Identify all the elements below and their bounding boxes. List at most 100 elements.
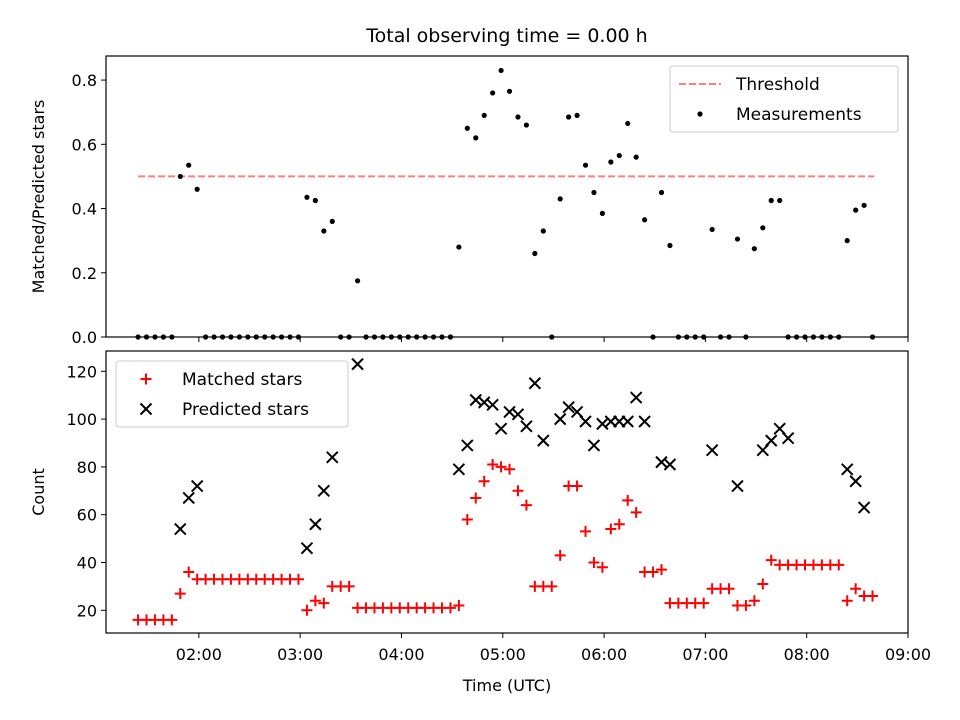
data-point xyxy=(321,228,327,234)
data-point xyxy=(621,415,634,428)
data-point xyxy=(262,334,268,340)
data-point xyxy=(182,491,195,505)
data-point xyxy=(312,197,318,204)
data-point xyxy=(160,334,167,340)
data-point xyxy=(850,583,862,595)
data-point xyxy=(553,412,567,426)
legend: Matched stars Predicted stars xyxy=(115,360,349,428)
data-point xyxy=(295,334,302,340)
data-point xyxy=(591,189,597,196)
data-point xyxy=(422,334,428,340)
data-point xyxy=(625,120,631,127)
x-tick-label: 04:00 xyxy=(378,645,424,664)
data-point xyxy=(194,186,200,192)
data-point xyxy=(582,162,589,168)
data-point xyxy=(571,480,583,492)
data-point xyxy=(478,475,490,487)
data-point xyxy=(203,334,209,340)
data-point xyxy=(537,434,550,447)
data-point xyxy=(490,90,496,96)
data-point xyxy=(301,604,313,616)
data-point xyxy=(630,506,642,518)
bottom-panel: 20 40 60 80 100 120 02:00 03:00 04:00 05:00 06:00 0… xyxy=(29,350,931,695)
axes-frame xyxy=(105,55,909,338)
series-predicted-stars xyxy=(174,357,871,555)
data-point xyxy=(152,334,158,340)
data-point xyxy=(608,159,614,165)
data-point xyxy=(309,518,322,531)
data-point xyxy=(740,600,752,612)
data-point xyxy=(650,334,656,340)
data-point xyxy=(439,334,445,340)
data-point xyxy=(836,334,842,340)
data-point xyxy=(228,334,234,340)
data-point xyxy=(613,518,625,530)
series-measurements xyxy=(135,67,876,340)
data-point xyxy=(781,432,795,445)
legend: Threshold Measurements xyxy=(669,65,899,133)
data-point xyxy=(757,578,769,590)
data-point xyxy=(309,595,321,607)
data-point xyxy=(388,334,394,340)
x-tick-label: 02:00 xyxy=(176,645,222,664)
data-point xyxy=(557,196,563,202)
legend-label: Threshold xyxy=(735,75,820,95)
data-point xyxy=(844,238,850,244)
x-tick-label: 03:00 xyxy=(277,645,323,664)
data-point xyxy=(629,391,643,404)
data-point xyxy=(174,588,186,600)
data-point xyxy=(658,189,665,196)
axes-frame xyxy=(105,350,909,634)
data-point xyxy=(270,334,276,340)
x-axis-label: Time (UTC) xyxy=(462,676,551,695)
data-point xyxy=(318,597,330,609)
y-tick-label: 20 xyxy=(77,601,97,620)
data-point xyxy=(793,334,800,340)
data-point xyxy=(354,278,361,284)
data-point xyxy=(452,463,466,476)
data-point xyxy=(236,334,242,340)
legend-box xyxy=(115,360,349,428)
y-tick-label: 0.8 xyxy=(72,71,97,90)
data-point xyxy=(464,125,470,131)
data-point xyxy=(515,114,521,120)
data-point xyxy=(317,484,331,498)
data-point xyxy=(512,485,524,497)
data-point xyxy=(473,135,479,141)
data-point xyxy=(579,415,592,428)
data-point xyxy=(461,513,473,525)
y-tick-label: 40 xyxy=(77,554,97,573)
x-tick-label: 08:00 xyxy=(784,645,830,664)
data-point xyxy=(481,112,487,119)
data-point xyxy=(684,334,690,340)
y-axis-label: Count xyxy=(29,468,48,516)
data-point xyxy=(494,422,508,435)
data-point xyxy=(596,561,608,573)
data-point xyxy=(174,522,187,536)
data-point xyxy=(135,334,141,340)
data-point xyxy=(765,554,777,566)
data-point xyxy=(726,334,732,340)
data-point xyxy=(667,242,673,249)
legend-handle xyxy=(139,402,153,416)
y-tick-label: 0.2 xyxy=(72,264,97,283)
data-point xyxy=(504,463,516,475)
data-point xyxy=(647,566,659,578)
data-point xyxy=(566,114,572,120)
data-point xyxy=(717,334,724,340)
data-point xyxy=(532,250,538,257)
figure-title: Total observing time = 0.00 h xyxy=(365,25,647,47)
data-point xyxy=(487,459,499,471)
data-point xyxy=(143,334,150,340)
data-point xyxy=(599,210,605,216)
data-point xyxy=(405,334,411,340)
data-point xyxy=(177,173,183,180)
data-point xyxy=(211,334,217,340)
x-tick-label: 09:00 xyxy=(885,645,931,664)
data-point xyxy=(292,573,304,585)
data-point xyxy=(546,580,558,592)
data-point xyxy=(430,334,437,340)
data-point xyxy=(456,244,462,250)
data-point xyxy=(562,400,575,414)
data-point xyxy=(253,334,259,340)
